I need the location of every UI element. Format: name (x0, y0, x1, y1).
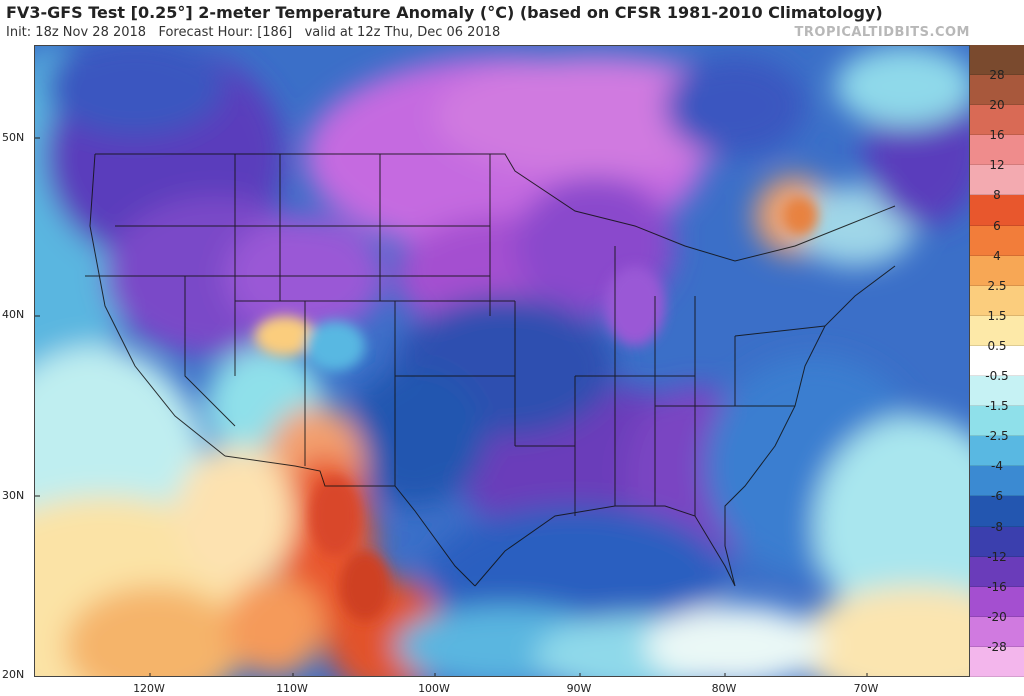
valid-time: valid at 12z Thu, Dec 06 2018 (304, 25, 501, 40)
colorbar-label: -28 (987, 639, 1007, 654)
forecast-hour: Forecast Hour: [186] (158, 25, 293, 40)
colorbar-label: -16 (987, 579, 1007, 594)
init-time: Init: 18z Nov 28 2018 (6, 25, 147, 40)
colorbar-swatch (970, 376, 1024, 407)
colorbar-label: 28 (989, 68, 1005, 83)
colorbar-swatch (970, 616, 1024, 647)
grid-ticks (35, 137, 868, 676)
colorbar-swatch (970, 105, 1024, 136)
colorbar-swatch (970, 436, 1024, 467)
colorbar-swatch (970, 165, 1024, 196)
colorbar-label: -2.5 (985, 429, 1009, 444)
colorbar-swatch (970, 135, 1024, 166)
political-borders (85, 153, 896, 587)
lat-label-50n: 50N (2, 131, 25, 144)
colorbar-label: 16 (989, 128, 1005, 143)
colorbar-label: -8 (991, 519, 1003, 534)
colorbar-label: 6 (993, 218, 1001, 233)
colorbar-swatch (970, 285, 1024, 316)
colorbar-label: -12 (987, 549, 1007, 564)
map-canvas (35, 46, 969, 676)
colorbar-label: -6 (991, 489, 1003, 504)
map-title: FV3-GFS Test [0.25°] 2-meter Temperature… (6, 3, 883, 22)
colorbar-label: -4 (991, 459, 1003, 474)
colorbar-swatch (970, 556, 1024, 587)
colorbar-label: 1.5 (987, 308, 1007, 323)
colorbar-label: -20 (987, 609, 1007, 624)
colorbar-label: -0.5 (985, 369, 1009, 384)
lat-label-30n: 30N (2, 489, 25, 502)
map-subtitle: Init: 18z Nov 28 2018 Forecast Hour: [18… (6, 25, 500, 40)
colorbar-legend: 28 20 16 12 8 6 4 2.5 1.5 0.5 -0.5 -1.5 -2.5 -4 -6 -8 -1… (970, 45, 1024, 677)
colorbar-swatch (970, 225, 1024, 256)
colorbar-swatch (970, 646, 1024, 677)
colorbar-label: -1.5 (985, 399, 1009, 414)
colorbar-swatch (970, 345, 1024, 377)
anomaly-detail (255, 196, 818, 621)
lat-label-20n: 20N (2, 668, 25, 681)
colorbar-label: 20 (989, 98, 1005, 113)
lon-label-120w: 120W (133, 682, 165, 695)
lon-label-90w: 90W (566, 682, 592, 695)
lon-label-80w: 80W (711, 682, 737, 695)
lat-label-40n: 40N (2, 308, 25, 321)
colorbar-swatch (970, 195, 1024, 226)
brand-watermark: TROPICALTIDBITS.COM (794, 25, 970, 40)
lon-label-70w: 70W (853, 682, 879, 695)
anomaly-map (34, 45, 970, 677)
header: FV3-GFS Test [0.25°] 2-meter Temperature… (0, 0, 1024, 44)
colorbar-swatch (970, 255, 1024, 286)
colorbar-label: 12 (989, 158, 1005, 173)
colorbar-swatch (970, 406, 1024, 437)
lon-label-100w: 100W (418, 682, 450, 695)
colorbar-swatch (970, 586, 1024, 617)
colorbar-swatch (970, 466, 1024, 497)
colorbar-label: 8 (993, 188, 1001, 203)
colorbar-label: 0.5 (987, 338, 1007, 353)
colorbar-label: 2.5 (987, 278, 1007, 293)
colorbar-swatch (970, 315, 1024, 346)
colorbar-swatch (970, 496, 1024, 527)
colorbar-swatch (970, 45, 1024, 76)
colorbar-swatch (970, 75, 1024, 106)
lon-label-110w: 110W (276, 682, 308, 695)
colorbar-swatch (970, 526, 1024, 557)
colorbar-label: 4 (993, 248, 1001, 263)
